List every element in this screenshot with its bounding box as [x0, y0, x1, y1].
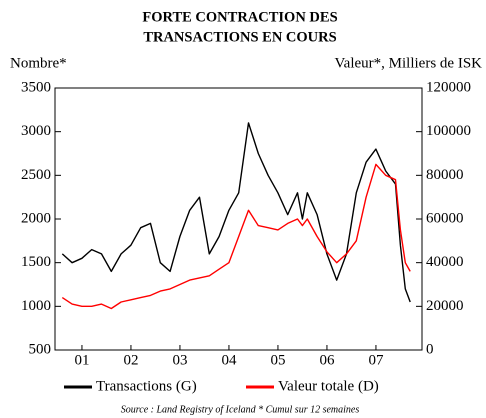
- y2-tick-label: 80000: [426, 167, 464, 183]
- chart-title: TRANSACTIONS EN COURS: [143, 29, 336, 45]
- x-tick-label: 01: [74, 352, 89, 368]
- y-tick-label: 3500: [21, 79, 51, 95]
- y2-tick-label: 100000: [426, 123, 471, 139]
- y2-tick-label: 0: [426, 341, 434, 357]
- legend-label: Transactions (G): [96, 378, 197, 394]
- y-tick-label: 2000: [21, 210, 51, 226]
- y-tick-label: 1500: [21, 254, 51, 270]
- y2-tick-label: 40000: [426, 254, 464, 270]
- x-tick-label: 02: [123, 352, 138, 368]
- x-tick-label: 06: [319, 352, 335, 368]
- series-line: [61, 122, 411, 303]
- y-axis-label: Nombre*: [10, 55, 67, 71]
- y-tick-label: 2500: [21, 167, 51, 183]
- series-line: [61, 163, 411, 310]
- y-tick-label: 1000: [21, 298, 51, 314]
- y-tick-label: 3000: [21, 123, 51, 139]
- plot-frame: [54, 87, 423, 351]
- legend-label: Valeur totale (D): [278, 378, 379, 394]
- y2-tick-label: 20000: [426, 298, 464, 314]
- y2-tick-label: 120000: [426, 79, 471, 95]
- source-note: Source : Land Registry of Iceland * Cumu…: [121, 404, 360, 415]
- x-tick-label: 04: [221, 352, 237, 368]
- x-tick-label: 03: [172, 352, 187, 368]
- y2-axis-label: Valeur*, Milliers de ISK: [335, 55, 483, 71]
- y2-tick-label: 60000: [426, 210, 464, 226]
- x-tick-label: 07: [368, 352, 384, 368]
- y-tick-label: 500: [29, 341, 52, 357]
- x-tick-label: 05: [270, 352, 285, 368]
- chart-title: FORTE CONTRACTION DES: [142, 9, 337, 25]
